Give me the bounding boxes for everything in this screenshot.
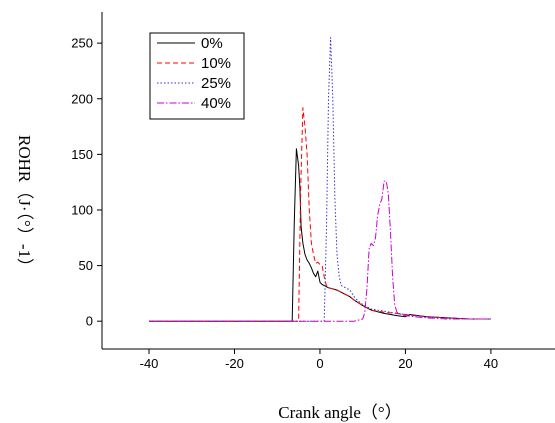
series-line-0pct xyxy=(149,148,491,322)
y-tick-label: 100 xyxy=(71,202,93,217)
x-axis-title: Crank angle（°） xyxy=(278,403,401,422)
legend-label: 25% xyxy=(201,75,231,92)
y-ticks: 0 50 100 150 200 250 xyxy=(71,36,102,329)
y-tick-label: 200 xyxy=(71,91,93,106)
series-line-10pct xyxy=(149,107,491,322)
series-layer xyxy=(149,37,491,322)
x-ticks: -40 -20 0 20 40 xyxy=(140,349,498,371)
y-tick-label: 250 xyxy=(71,36,93,51)
plot-area: -40 -20 0 20 40 0 50 100 150 200 250 xyxy=(71,12,555,371)
x-tick-label: 40 xyxy=(484,356,498,371)
series-line-25pct xyxy=(149,37,491,322)
legend-label: 40% xyxy=(201,95,231,112)
y-tick-label: 150 xyxy=(71,147,93,162)
legend-box xyxy=(149,32,245,120)
y-axis-title: ROHR（J·（°）-1） xyxy=(15,135,34,275)
legend-label: 0% xyxy=(201,35,223,52)
legend-label: 10% xyxy=(201,55,231,72)
x-tick-label: -20 xyxy=(225,356,244,371)
series-line-40pct xyxy=(149,180,491,322)
legend: 0% 10% 25% 40% xyxy=(149,32,245,120)
x-tick-label: -40 xyxy=(140,356,159,371)
x-tick-label: 0 xyxy=(316,356,323,371)
y-tick-label: 50 xyxy=(79,258,93,273)
x-tick-label: 20 xyxy=(398,356,412,371)
y-tick-label: 0 xyxy=(86,314,93,329)
